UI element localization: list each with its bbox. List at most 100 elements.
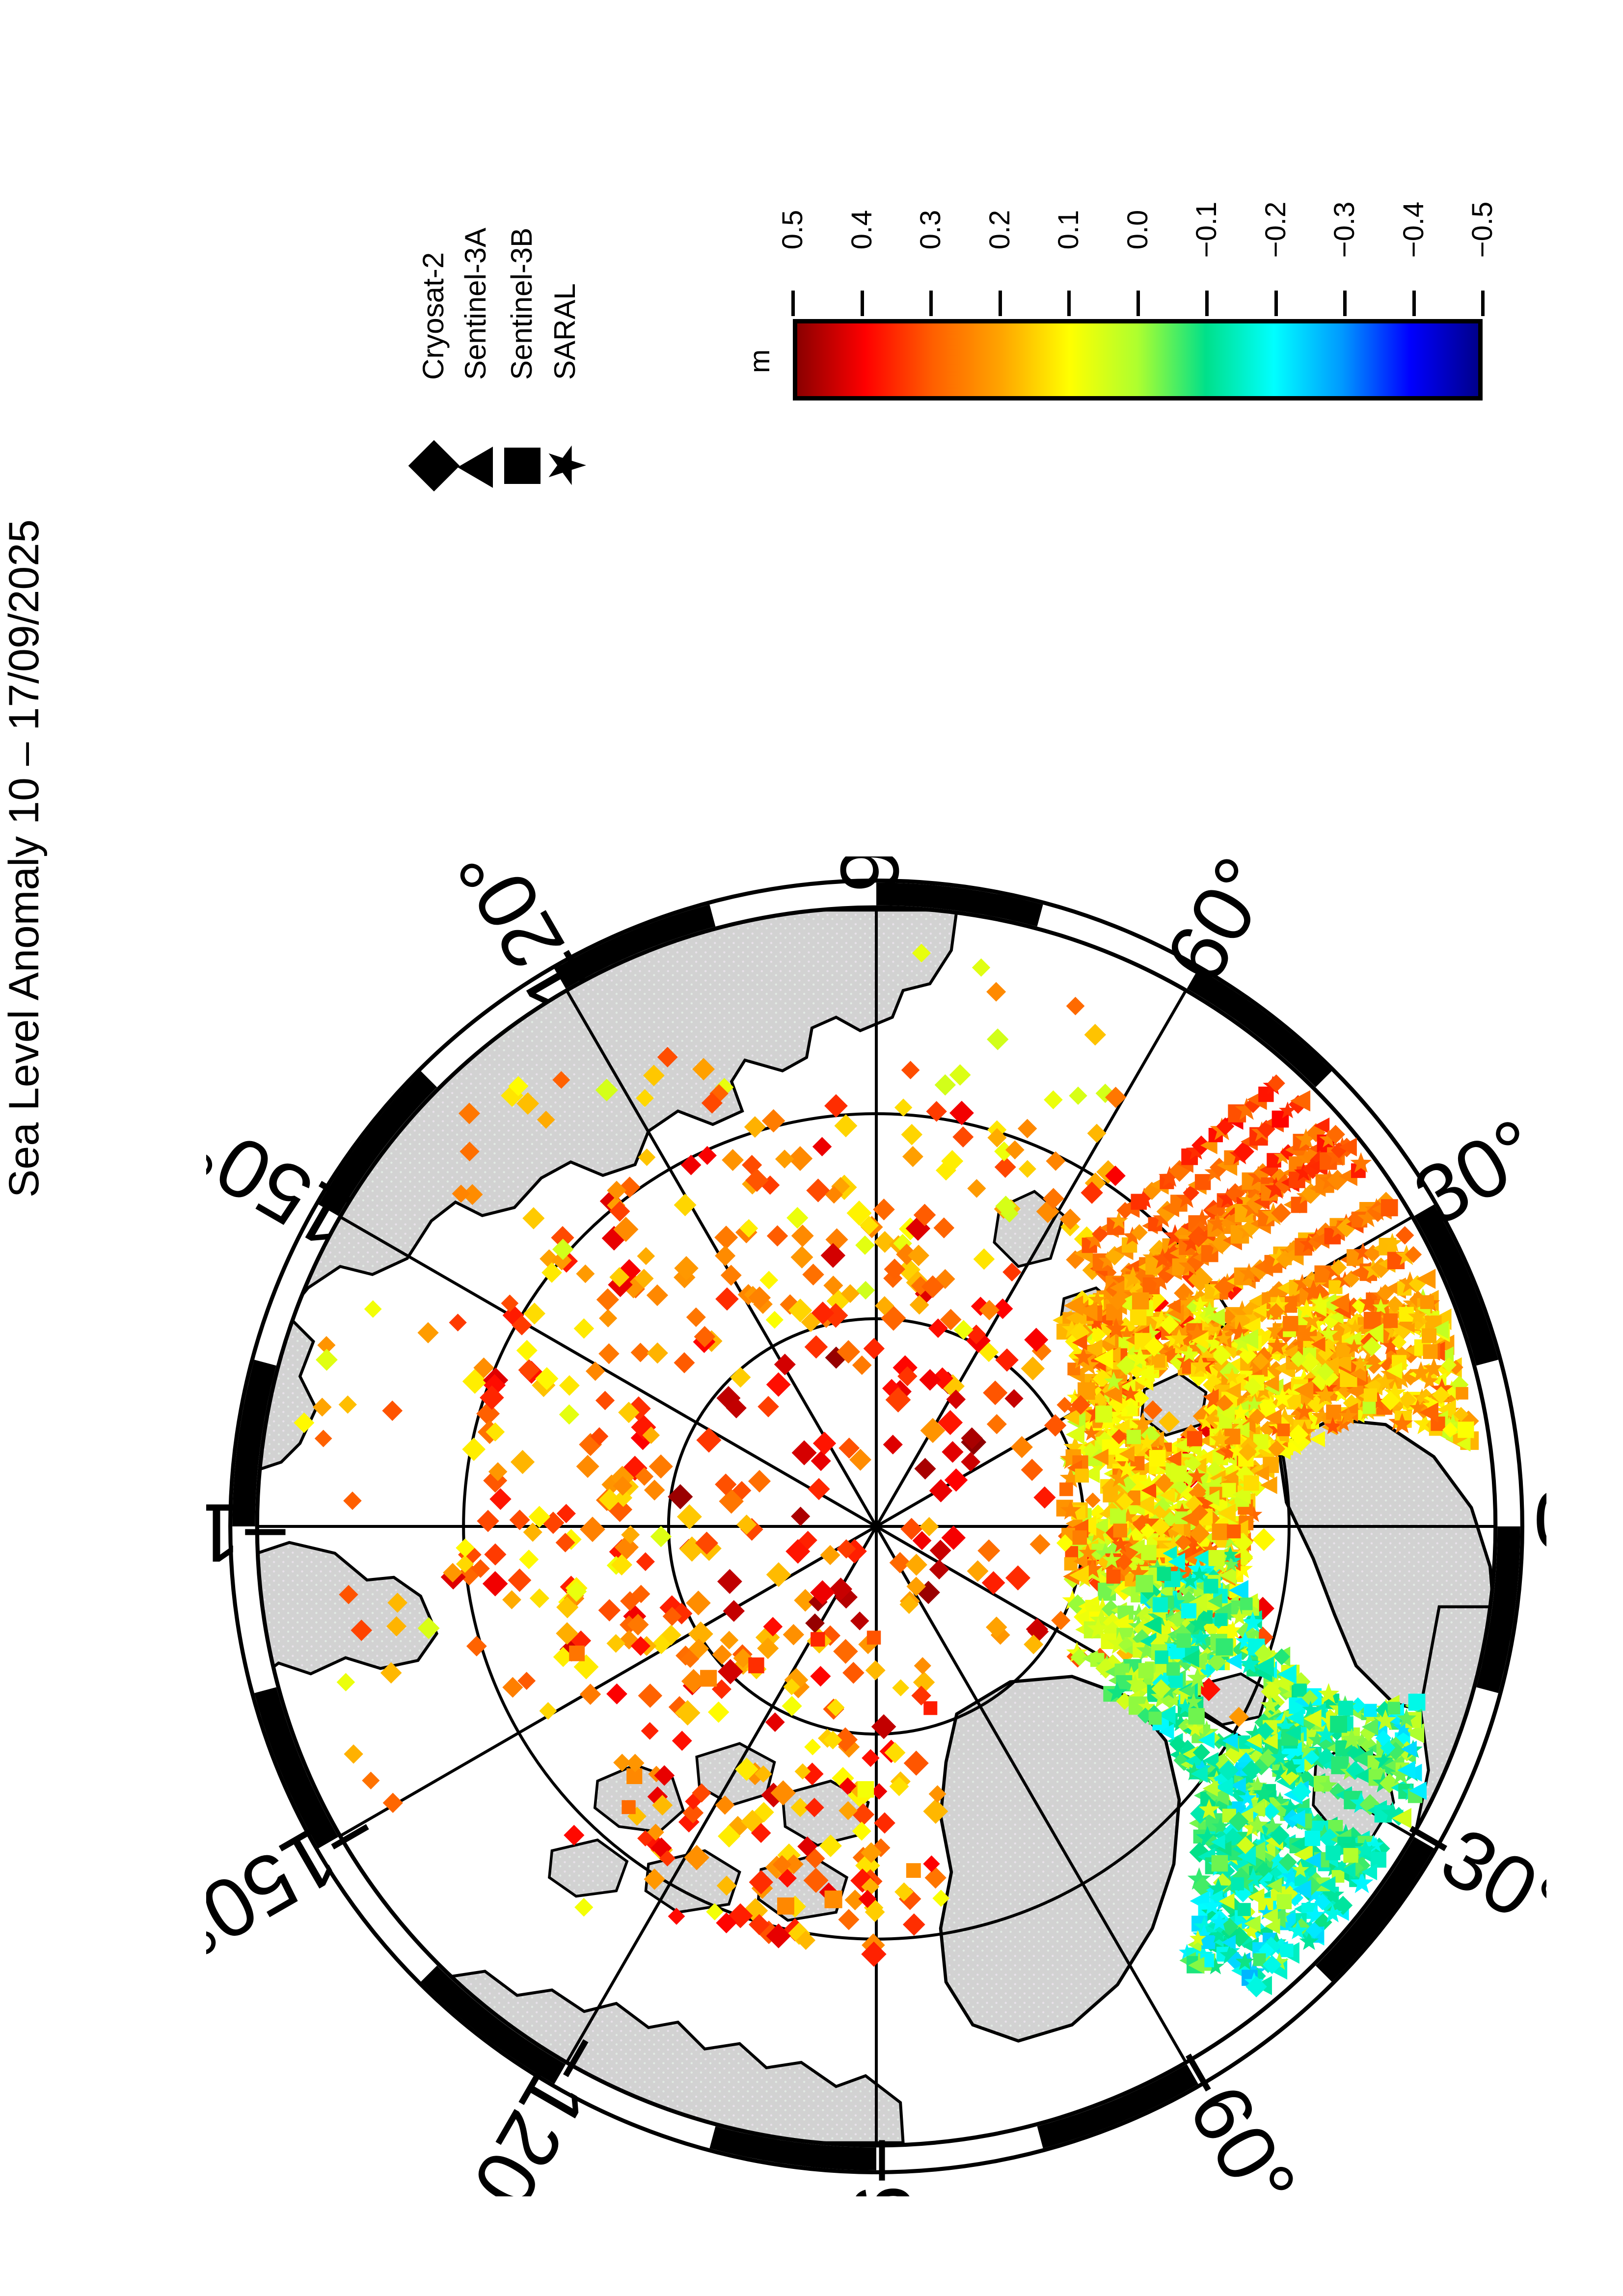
- polar-map[interactable]: 90°60°30°0°−30°−60°−90°−120°−150°−180°15…: [206, 856, 1546, 2196]
- data-point: [1174, 1503, 1190, 1519]
- data-point: [1311, 1405, 1333, 1426]
- data-point: [715, 1287, 739, 1311]
- data-point: [923, 1701, 938, 1715]
- data-point: [1216, 1394, 1234, 1413]
- data-point: [1222, 1546, 1239, 1562]
- data-point: [1065, 1309, 1082, 1327]
- data-point: [1157, 1567, 1171, 1581]
- data-point: [874, 1231, 896, 1253]
- data-point: [1189, 1593, 1207, 1613]
- data-point: [382, 1400, 403, 1421]
- data-point: [1098, 1251, 1117, 1269]
- data-point: [1092, 1300, 1113, 1320]
- data-point: [1114, 1418, 1130, 1436]
- data-point: [1113, 1523, 1127, 1538]
- data-point: [1237, 1846, 1256, 1866]
- data-point: [1237, 1735, 1250, 1749]
- data-point: [1021, 1357, 1045, 1381]
- data-point: [1137, 1697, 1156, 1714]
- data-point: [1354, 1767, 1372, 1785]
- data-point: [528, 1506, 550, 1528]
- data-point: [681, 1669, 706, 1694]
- data-point: [1082, 1425, 1100, 1441]
- data-point: [1456, 1436, 1471, 1452]
- data-point: [859, 1216, 879, 1235]
- data-point: [1401, 1740, 1417, 1758]
- data-point: [1061, 1319, 1082, 1338]
- data-point: [1311, 1703, 1326, 1719]
- data-point: [1224, 1743, 1245, 1764]
- data-point: [1442, 1422, 1459, 1438]
- colorbar: m 0.5 0.4 0.3 0.2 0.1 0.0 −0.1 −0.2 −0.3 −0.4 −0.5: [744, 202, 1498, 400]
- data-point: [1156, 1201, 1178, 1223]
- data-point: [1232, 1332, 1253, 1352]
- frame-segment: [1315, 1837, 1434, 1982]
- longitude-label: 90°: [823, 856, 916, 892]
- data-point: [1190, 1305, 1209, 1323]
- data-point: [1399, 1307, 1414, 1322]
- data-point: [986, 1414, 1007, 1435]
- data-point: [900, 1518, 923, 1540]
- star-icon: [545, 445, 586, 486]
- data-point: [1218, 1760, 1239, 1781]
- data-point: [1280, 1798, 1300, 1817]
- data-point: [1398, 1271, 1422, 1293]
- data-point: [1340, 1728, 1363, 1749]
- data-point: [387, 1593, 408, 1613]
- data-point: [619, 1176, 641, 1198]
- data-point: [1182, 1234, 1201, 1252]
- data-point: [1160, 1487, 1175, 1503]
- data-point: [1163, 1511, 1178, 1527]
- data-point: [733, 1648, 753, 1668]
- land-alaska: [257, 1541, 438, 1682]
- colorbar-gradient-frame: [793, 319, 1483, 400]
- data-point: [1094, 1543, 1116, 1563]
- data-point: [294, 1412, 315, 1433]
- data-point: [1223, 1556, 1240, 1572]
- data-point: [810, 1666, 831, 1687]
- data-point: [1383, 1313, 1398, 1328]
- data-point: [1142, 1248, 1161, 1265]
- data-point: [986, 1616, 1007, 1638]
- data-point: [1318, 1683, 1340, 1704]
- data-point: [1276, 1894, 1292, 1910]
- data-point: [1288, 1810, 1305, 1828]
- data-point: [579, 1683, 601, 1705]
- data-point: [1314, 1894, 1331, 1910]
- data-point: [555, 1533, 575, 1552]
- data-point: [1315, 1384, 1336, 1405]
- data-point: [719, 1489, 744, 1514]
- data-point: [1309, 1292, 1330, 1312]
- map-svg[interactable]: 90°60°30°0°−30°−60°−90°−120°−150°−180°15…: [206, 856, 1546, 2196]
- data-point: [1056, 1534, 1074, 1552]
- data-point: [1193, 1759, 1211, 1776]
- data-point: [1143, 1400, 1163, 1420]
- data-point: [1277, 1423, 1290, 1437]
- data-point: [798, 1530, 817, 1550]
- data-point: [1105, 1317, 1127, 1339]
- data-point: [694, 1326, 716, 1348]
- data-point: [502, 1590, 521, 1609]
- data-point: [1419, 1402, 1438, 1423]
- data-point: [1126, 1674, 1144, 1691]
- data-point: [1310, 1300, 1327, 1317]
- data-point: [1084, 1023, 1107, 1046]
- data-point: [630, 1636, 650, 1656]
- colorbar-tick: [998, 291, 1002, 316]
- data-point: [839, 1437, 860, 1459]
- data-point: [1391, 1335, 1407, 1350]
- data-point: [783, 1678, 800, 1695]
- data-point: [1109, 1211, 1128, 1229]
- data-point: [606, 1683, 627, 1705]
- data-point: [1066, 1388, 1083, 1405]
- data-point: [929, 1479, 953, 1503]
- data-point: [1249, 1408, 1266, 1425]
- data-point: [644, 1868, 665, 1890]
- data-point: [1187, 1338, 1206, 1356]
- data-point: [1111, 1269, 1136, 1292]
- data-point: [380, 1662, 402, 1684]
- data-point: [870, 1783, 888, 1800]
- data-point: [1174, 1437, 1189, 1453]
- data-point: [1269, 1694, 1285, 1710]
- data-point: [1391, 1413, 1413, 1434]
